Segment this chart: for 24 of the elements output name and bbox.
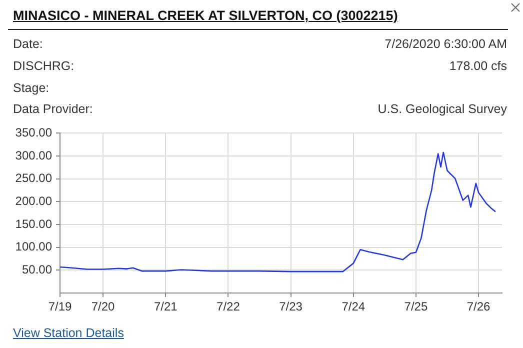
chart-subtitle: Stage: [13,80,50,97]
text: U.S. Geological Survey [378,101,507,118]
x-tick-label: 7/25 [404,300,428,314]
x-tick-label: 7/22 [216,300,240,314]
y-tick-label: 150.00 [15,216,52,231]
y-tick-label: 300.00 [15,148,52,162]
text: Data Provider: [13,101,93,118]
text: Date: [13,36,43,53]
x-tick-label: 7/19 [48,300,72,314]
text: 7/26/2020 6:30:00 AM [384,36,507,53]
x-tick-label: 7/23 [279,300,303,314]
x-tick-label: 7/21 [154,300,178,314]
y-tick-label: 100.00 [15,240,52,254]
x-tick-label: 7/26 [466,300,491,314]
x-tick-label: 7/24 [342,300,366,314]
text: View Station Details [13,326,124,340]
x-tick-label: 7/20 [91,300,116,314]
y-tick-label: 250.00 [15,171,52,186]
chart-title: MINASICO - MINERAL CREEK AT SILVERTON, CO (3002215) [13,8,398,23]
y-tick-label: 350.00 [15,126,52,140]
text: DISCHRG: [13,58,74,75]
y-tick-label: 200.00 [15,194,52,208]
y-tick-label: 50.00 [22,262,52,276]
text: 178.00 cfs [449,58,507,75]
